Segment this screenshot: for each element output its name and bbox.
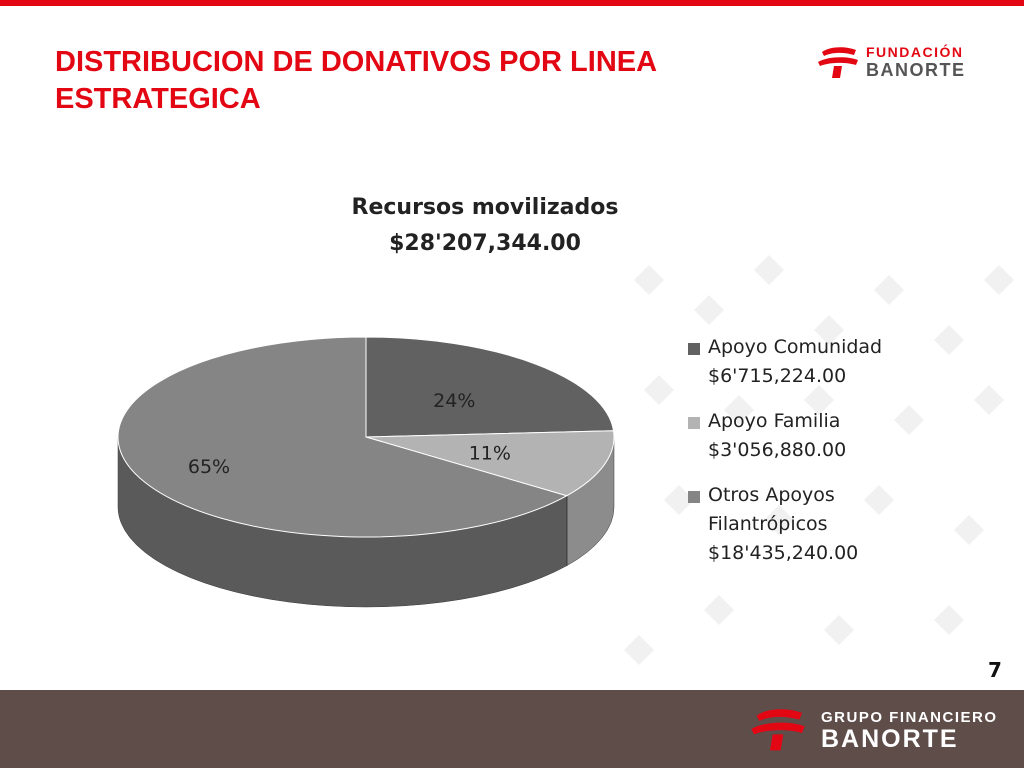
legend-swatch bbox=[688, 343, 700, 355]
legend-label-cont: Filantrópicos bbox=[708, 513, 828, 535]
chart-title-main: Recursos movilizados bbox=[351, 195, 619, 220]
top-accent-bar bbox=[0, 0, 1024, 6]
footer-logo-line-2: BANORTE bbox=[821, 725, 959, 753]
legend-swatch bbox=[688, 491, 700, 503]
footer-logo-line-1: GRUPO FINANCIERO bbox=[821, 709, 998, 726]
pie-label-2: 65% bbox=[188, 456, 230, 478]
legend-amount: $18'435,240.00 bbox=[708, 542, 859, 564]
pie-chart: 24% 11% 65% bbox=[117, 336, 615, 608]
grupo-financiero-banorte-logo: GRUPO FINANCIERO BANORTE bbox=[745, 705, 1015, 755]
legend-item-apoyo-familia: Apoyo Familia $3'056,880.00 bbox=[688, 407, 988, 465]
fundacion-banorte-logo: FUNDACIÓN BANORTE bbox=[816, 42, 991, 82]
pie-label-1: 11% bbox=[469, 443, 511, 465]
chart-legend: Apoyo Comunidad $6'715,224.00 Apoyo Fami… bbox=[688, 333, 988, 584]
legend-swatch bbox=[688, 417, 700, 429]
legend-label: Apoyo Familia bbox=[708, 410, 841, 432]
slide-title: DISTRIBUCION DE DONATIVOS POR LINEA ESTR… bbox=[55, 46, 656, 115]
legend-amount: $3'056,880.00 bbox=[708, 439, 847, 461]
pie-slice-0 bbox=[365, 336, 615, 438]
chart-subtitle: $28'207,344.00 bbox=[389, 231, 581, 256]
logo-line-1: FUNDACIÓN bbox=[866, 44, 964, 60]
logo-line-2: BANORTE bbox=[866, 60, 966, 80]
chart-title: Recursos movilizados $28'207,344.00 bbox=[300, 190, 670, 262]
banorte-logo-icon bbox=[751, 709, 805, 751]
background-pattern bbox=[624, 255, 1014, 665]
page-number: 7 bbox=[988, 658, 1002, 682]
pie-slice-2 bbox=[117, 336, 568, 538]
legend-label: Apoyo Comunidad bbox=[708, 336, 883, 358]
legend-item-apoyo-comunidad: Apoyo Comunidad $6'715,224.00 bbox=[688, 333, 988, 391]
pie-label-0: 24% bbox=[433, 390, 475, 412]
legend-amount: $6'715,224.00 bbox=[708, 365, 847, 387]
footer-bar bbox=[0, 690, 1024, 768]
legend-item-otros-apoyos: Otros Apoyos Filantrópicos $18'435,240.0… bbox=[688, 481, 988, 568]
pie-slice-1 bbox=[365, 430, 615, 497]
legend-label: Otros Apoyos bbox=[708, 484, 835, 506]
banorte-logo-icon bbox=[818, 47, 858, 78]
